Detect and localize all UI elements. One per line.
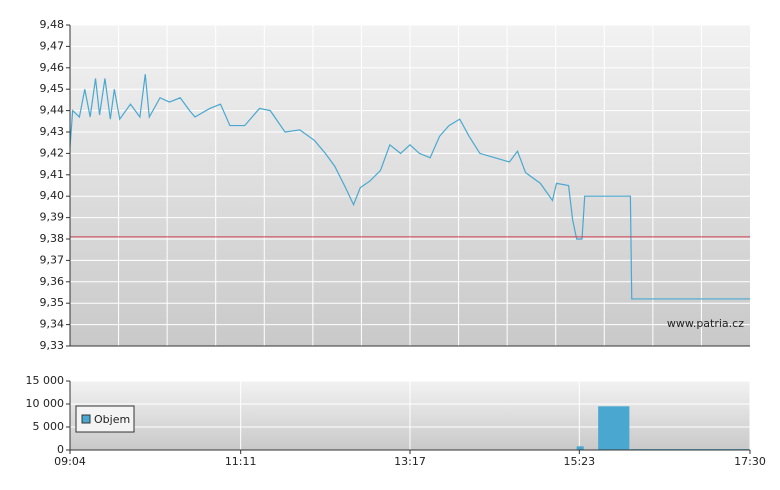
y-tick-label: 9,42 [40, 146, 65, 159]
watermark: www.patria.cz [667, 317, 744, 330]
y-tick-label: 9,36 [40, 275, 65, 288]
x-tick-label: 15:23 [563, 455, 595, 468]
y-tick-label: 9,47 [40, 39, 65, 52]
legend: Objem [75, 405, 135, 433]
volume-bar [576, 446, 584, 450]
y-tick-label: 9,43 [40, 125, 65, 138]
y-tick-label: 9,33 [40, 339, 65, 352]
y-tick-label: 9,45 [40, 82, 65, 95]
x-tick-label: 11:11 [225, 455, 257, 468]
y-tick-label: 5 000 [33, 420, 65, 433]
y-tick-label: 9,38 [40, 232, 65, 245]
price-line [69, 74, 750, 300]
y-tick-label: 15 000 [26, 374, 65, 387]
y-tick-label: 9,39 [40, 211, 65, 224]
vertical-grid [118, 25, 702, 346]
y-tick-label: 9,40 [40, 189, 65, 202]
legend-label: Objem [94, 413, 130, 426]
y-tick-label: 9,35 [40, 296, 65, 309]
legend-swatch [81, 414, 91, 424]
x-tick-label: 09:04 [54, 455, 86, 468]
y-tick-label: 9,44 [40, 104, 65, 117]
y-tick-label: 9,48 [40, 18, 65, 31]
y-tick-label: 9,46 [40, 61, 65, 74]
x-tick-label: 17:30 [734, 455, 766, 468]
y-tick-label: 10 000 [26, 397, 65, 410]
volume-bar [598, 406, 630, 450]
y-tick-label: 9,34 [40, 318, 65, 331]
y-tick-label: 0 [57, 443, 64, 456]
y-tick-label: 9,41 [40, 168, 65, 181]
y-tick-label: 9,37 [40, 253, 65, 266]
x-tick-label: 13:17 [394, 455, 426, 468]
